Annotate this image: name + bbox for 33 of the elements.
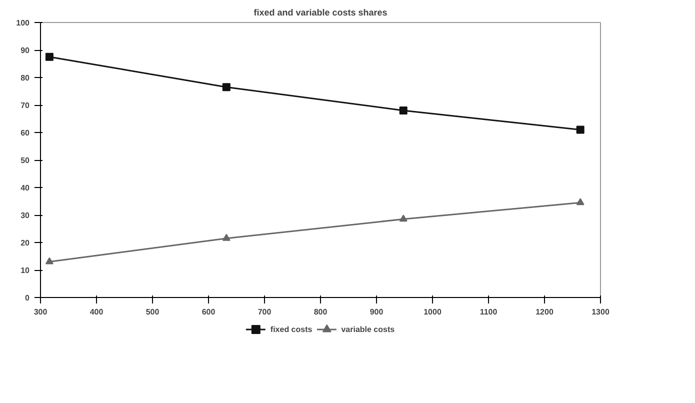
x-tick-label: 400 bbox=[90, 308, 104, 316]
x-tick-label: 1200 bbox=[536, 308, 554, 316]
y-tick-label: 30 bbox=[20, 211, 30, 220]
point bbox=[45, 257, 54, 264]
x-tick-label: 1300 bbox=[592, 308, 610, 316]
y-tick-label: 40 bbox=[20, 184, 30, 192]
point bbox=[222, 234, 230, 241]
y-tick-label: 70 bbox=[20, 101, 30, 110]
y-tick-label: 100 bbox=[16, 18, 30, 28]
y-tick-label: 60 bbox=[20, 128, 30, 138]
x-tick-label: 800 bbox=[314, 308, 328, 316]
point bbox=[399, 106, 408, 114]
legend-label: variable costs bbox=[341, 324, 395, 334]
point bbox=[576, 198, 584, 206]
point bbox=[399, 214, 408, 222]
x-tick-label: 300 bbox=[34, 308, 48, 316]
y-tick-label: 20 bbox=[20, 238, 30, 248]
y-tick-label: 10 bbox=[20, 266, 30, 275]
x-tick-label: 700 bbox=[258, 308, 272, 316]
point bbox=[576, 126, 584, 134]
y-tick-label: 50 bbox=[20, 156, 30, 165]
legend-label: fixed costs bbox=[270, 324, 312, 334]
point bbox=[222, 83, 230, 92]
point bbox=[45, 52, 54, 61]
x-tick-label: 500 bbox=[146, 308, 160, 316]
x-tick-label: 1000 bbox=[424, 308, 442, 316]
y-tick-label: 80 bbox=[20, 74, 30, 82]
x-tick-label: 600 bbox=[202, 308, 216, 316]
x-tick-label: 1100 bbox=[480, 308, 498, 316]
chart-title: fixed and variable costs shares bbox=[254, 8, 388, 18]
y-tick-label: 0 bbox=[25, 294, 30, 302]
y-tick-label: 90 bbox=[20, 46, 30, 55]
x-tick-label: 900 bbox=[370, 308, 384, 316]
